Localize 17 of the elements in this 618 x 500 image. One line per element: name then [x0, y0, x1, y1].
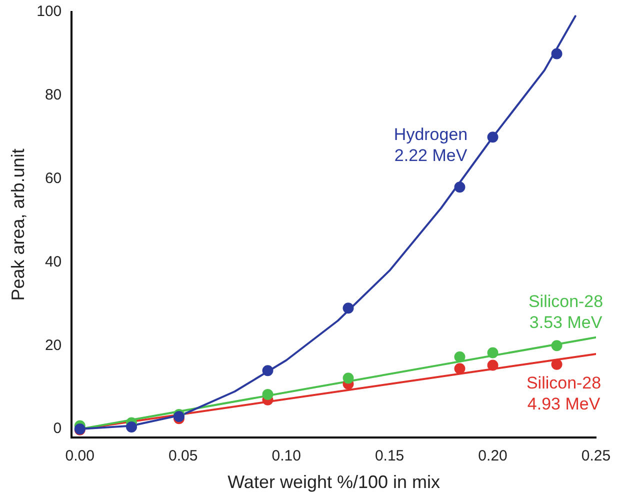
series-label: Hydrogen 2.22 MeV: [394, 124, 468, 165]
x-tick-label: 0.20: [478, 448, 508, 465]
series-label: Silicon-28 3.53 MeV: [528, 292, 604, 332]
series-label: Silicon-28 4.93 MeV: [526, 374, 602, 414]
y-tick-label: 100: [36, 3, 62, 20]
x-tick-label: 0.25: [581, 448, 611, 465]
y-axis-title: Peak area, arb.unit: [8, 148, 28, 301]
x-tick-label: 0.10: [272, 448, 301, 465]
x-tick-label: 0.15: [374, 448, 404, 465]
x-tick-label: 0.00: [65, 448, 94, 465]
y-tick-label: 60: [44, 170, 62, 187]
y-tick-label: 80: [44, 86, 62, 104]
y-tick-label: 20: [44, 336, 62, 354]
y-tick-label: 0: [53, 420, 62, 438]
y-tick-label: 40: [44, 253, 62, 270]
x-axis-title: Water weight %/100 in mix: [228, 472, 440, 492]
x-tick-label: 0.05: [168, 448, 198, 465]
